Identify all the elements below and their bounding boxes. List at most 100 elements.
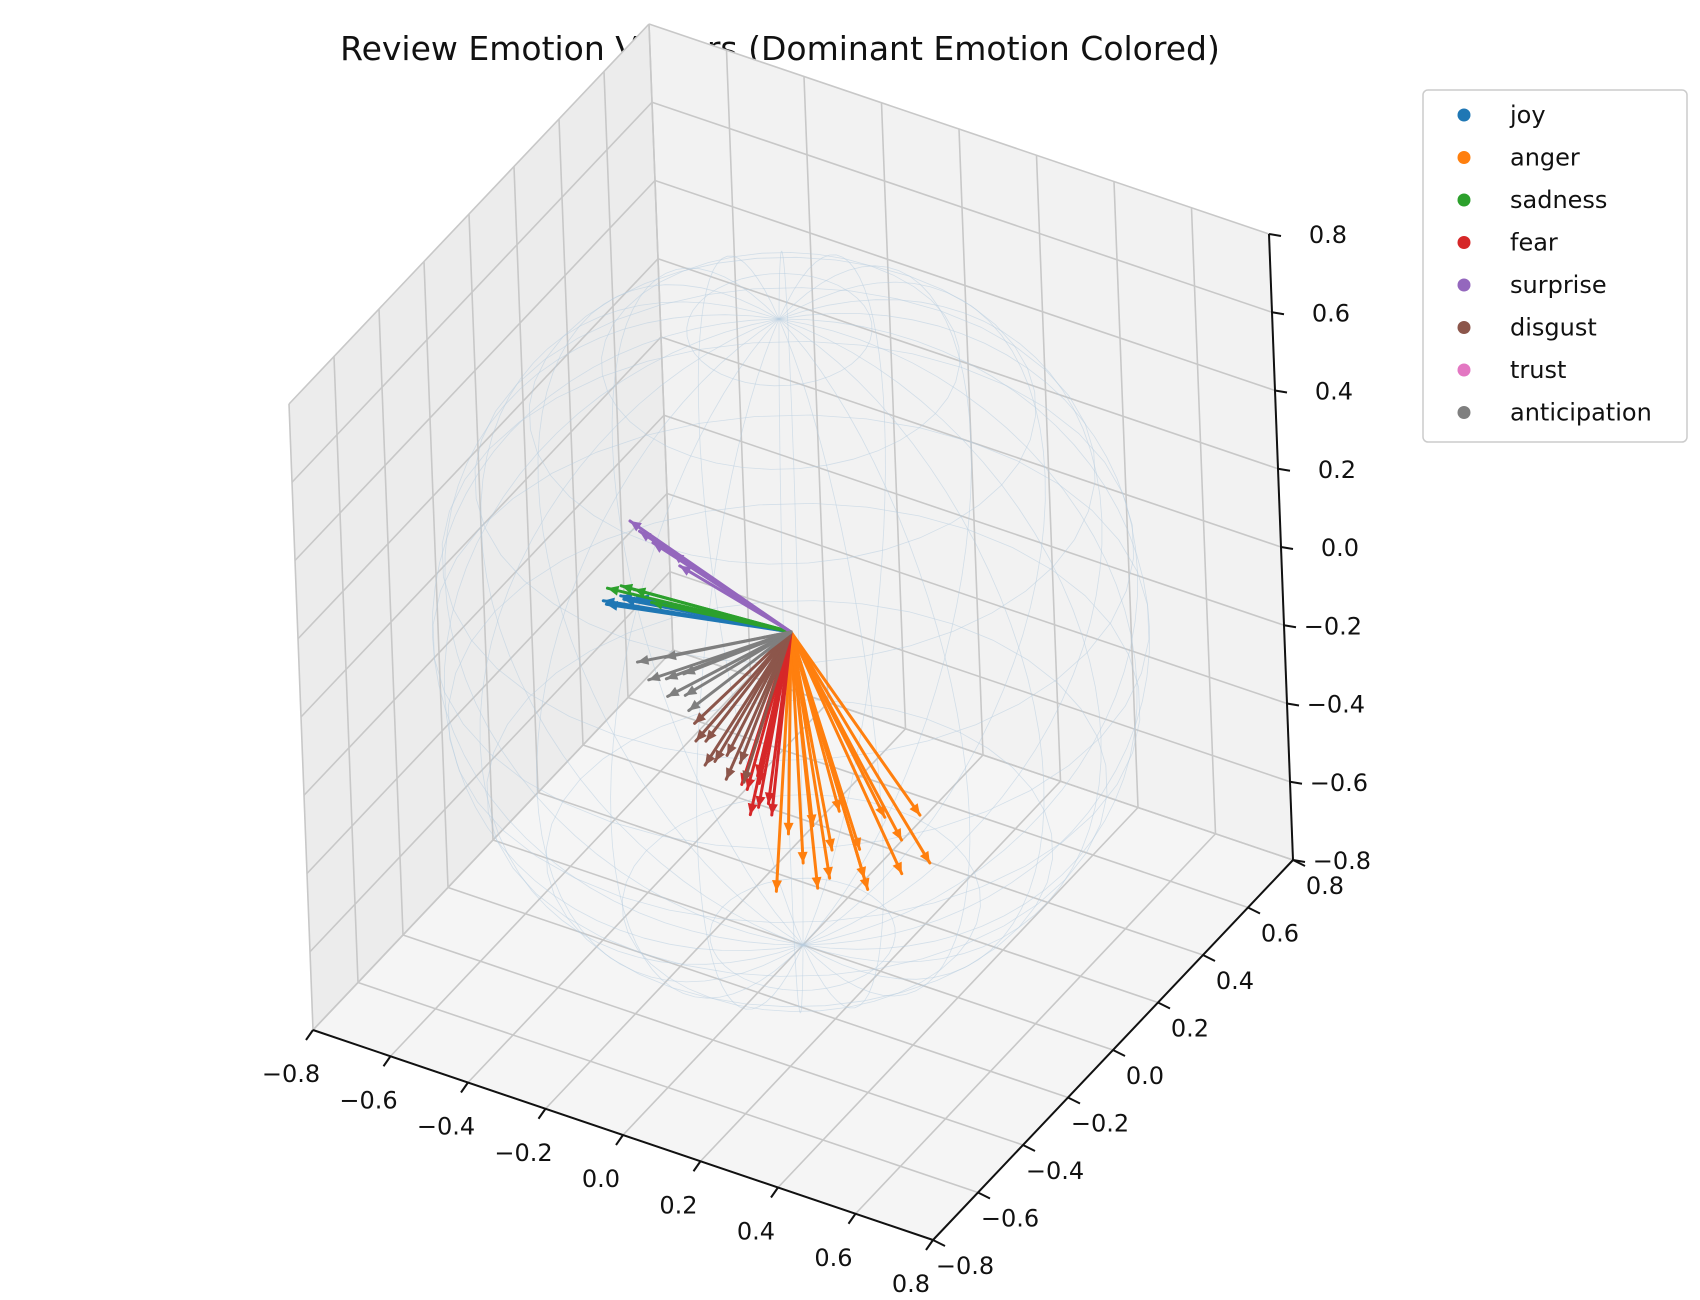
vector-head-anger	[783, 822, 794, 834]
grid-line	[537, 791, 1159, 1004]
x-tick	[692, 1160, 702, 1172]
vector-head-fear	[755, 764, 765, 776]
y-tick-label: −0.2	[1071, 1110, 1129, 1138]
sphere-longitude	[537, 284, 804, 946]
series-anger	[772, 630, 932, 893]
z-tick-label: −0.8	[1313, 847, 1371, 875]
vector-anticipation	[687, 630, 793, 713]
vector-head-surprise	[672, 553, 685, 564]
x-tick	[615, 1134, 624, 1146]
vector-fear	[770, 630, 793, 817]
vector-head-surprise	[639, 531, 652, 542]
x-tick-label: −0.2	[494, 1139, 552, 1167]
vector-head-anger	[806, 814, 817, 826]
vector-head-fear	[747, 802, 758, 815]
sphere-longitude	[444, 314, 804, 946]
z-tick-label: 0.2	[1318, 456, 1356, 484]
vector-disgust	[694, 630, 793, 743]
z-tick	[1289, 780, 1303, 785]
z-tick-label: −0.2	[1304, 612, 1362, 640]
grid-line	[513, 166, 539, 793]
vector-head-fear	[764, 792, 775, 804]
vector-head-anger	[823, 866, 833, 879]
legend-marker-joy	[1457, 108, 1471, 122]
sphere-longitude	[536, 318, 804, 983]
vector-head-disgust	[726, 767, 736, 780]
vector-head-joy	[623, 596, 636, 607]
legend-marker-sadness	[1457, 193, 1471, 207]
sphere-longitude	[480, 301, 804, 946]
vector-anger	[789, 630, 870, 891]
vector-anger	[789, 630, 805, 865]
vector-head-anger	[811, 876, 822, 889]
x-tick-label: 0.0	[582, 1165, 620, 1193]
vector-head-disgust	[715, 749, 725, 762]
grid-line	[654, 179, 1276, 392]
sphere-longitude	[778, 319, 804, 1014]
series-disgust	[693, 630, 793, 784]
z-tick	[1274, 389, 1288, 394]
series-surprise	[628, 519, 793, 634]
vector-head-anticipation	[637, 655, 650, 665]
legend-marker-surprise	[1457, 278, 1471, 292]
y-tick-label: −0.4	[1026, 1157, 1084, 1185]
sphere-longitude	[778, 318, 885, 1009]
z-tick	[1283, 624, 1297, 629]
y-tick-label: −0.8	[936, 1252, 994, 1280]
vector-anger	[789, 630, 922, 817]
x-tick-label: 0.4	[737, 1218, 775, 1246]
y-tick	[1157, 1001, 1171, 1010]
vector-sadness	[650, 600, 793, 634]
vector-anticipation	[682, 630, 793, 676]
grid-line	[1035, 155, 1062, 782]
vector-head-anger	[831, 799, 842, 812]
grid-lines	[288, 23, 1294, 1241]
grid-line	[1190, 207, 1217, 834]
sphere-longitude	[778, 313, 1138, 946]
legend-marker-anger	[1457, 151, 1471, 164]
x-tick	[925, 1239, 934, 1251]
vector-head-disgust	[705, 753, 716, 766]
grid-line	[297, 258, 659, 640]
grid-line	[699, 780, 1062, 1162]
legend-label-trust: trust	[1510, 356, 1566, 384]
grid-line	[294, 179, 656, 562]
grid-line	[657, 257, 1279, 470]
vector-head-anger	[892, 828, 902, 841]
sphere-longitude	[778, 254, 886, 946]
vector-head-sadness	[634, 587, 647, 598]
grid-line	[1113, 181, 1139, 808]
vector-head-anticipation	[648, 671, 661, 682]
x-tick	[382, 1055, 392, 1067]
grid-line	[648, 23, 1270, 235]
vector-head-disgust	[695, 729, 707, 741]
series-anticipation	[635, 630, 793, 713]
vector-head-disgust	[742, 770, 753, 783]
legend-label-disgust: disgust	[1510, 314, 1597, 342]
y-tick	[1022, 1144, 1036, 1152]
vector-head-anger	[909, 803, 920, 816]
y-tick-label: −0.6	[981, 1205, 1039, 1233]
z-tick	[1271, 311, 1285, 316]
y-tick	[1247, 906, 1261, 915]
legend-frame	[1422, 89, 1688, 443]
grid-line	[288, 23, 650, 405]
legend-marker-trust	[1457, 363, 1471, 377]
emotion-vectors	[601, 519, 932, 893]
x-tick-label: −0.6	[339, 1086, 397, 1114]
vector-anger	[789, 630, 887, 819]
legend-marker-disgust	[1457, 321, 1471, 334]
y-tick-label: 0.2	[1171, 1015, 1209, 1043]
vector-head-disgust	[727, 743, 737, 756]
legend: joy anger sadness fear surprise disgust trust a…	[1422, 89, 1688, 443]
sphere-longitude	[778, 318, 1138, 950]
vector-anger	[789, 630, 932, 865]
sphere-longitude	[610, 318, 804, 999]
vector-head-sadness	[621, 583, 634, 594]
x-tick	[460, 1081, 469, 1094]
vector-disgust	[693, 630, 793, 725]
y-tick	[1112, 1049, 1126, 1057]
z-tick-label: 0.6	[1312, 299, 1350, 327]
vector-head-anger	[825, 838, 835, 851]
